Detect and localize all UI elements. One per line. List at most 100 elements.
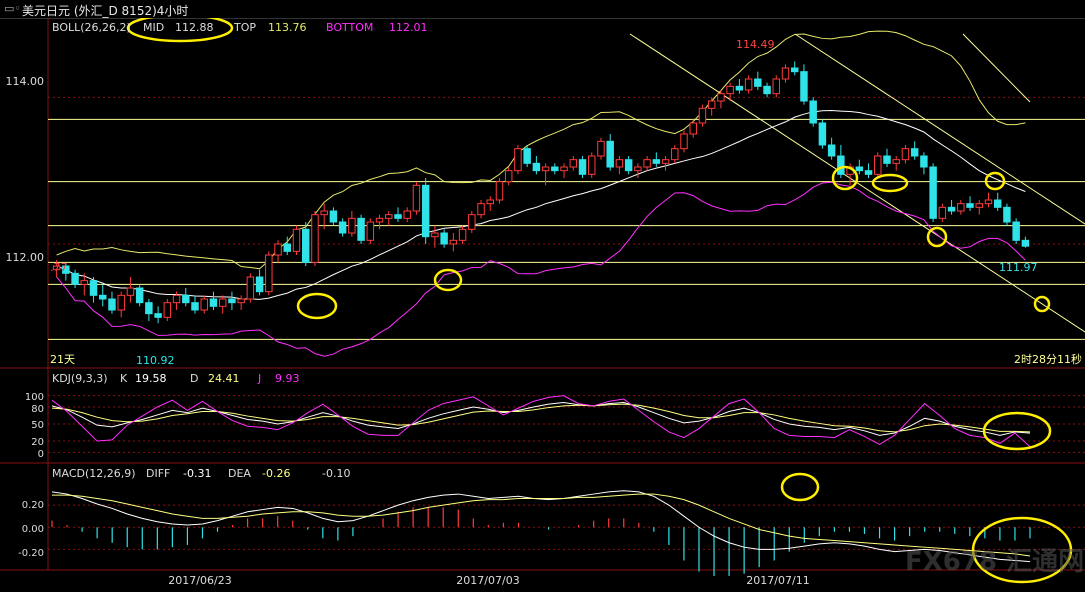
- candle-body: [412, 184, 421, 212]
- annotation-circle-9: [780, 472, 820, 502]
- xtick-date-0: 2017/06/23: [168, 574, 231, 587]
- candle-body: [938, 206, 947, 219]
- candle-body: [126, 287, 135, 296]
- candle-body: [864, 170, 873, 175]
- candle-body: [883, 155, 891, 164]
- candle-body: [89, 280, 98, 296]
- candle-body: [421, 184, 430, 238]
- candle-body: [763, 85, 771, 95]
- candle-body: [800, 71, 808, 102]
- candle-body: [385, 214, 393, 219]
- candle-body: [145, 302, 153, 315]
- candle-body: [874, 155, 882, 175]
- candle-body: [99, 294, 107, 300]
- ytick-kdj-4: 0: [38, 449, 44, 460]
- ytick-kdj-3: 20: [31, 437, 44, 448]
- candle-body: [495, 181, 504, 201]
- annotation-circles: [126, 18, 1073, 584]
- candle-body: [735, 85, 744, 91]
- candle-body: [523, 148, 531, 164]
- candle-body: [920, 155, 928, 168]
- candle-body: [615, 159, 624, 168]
- candle-body: [754, 78, 762, 87]
- candle-body: [606, 140, 614, 168]
- kdj-line-k: [51, 401, 1031, 436]
- kdj-lines: [51, 395, 1031, 448]
- candle-body: [431, 232, 439, 238]
- grid-lines: [48, 96, 1085, 550]
- candle-body: [975, 203, 983, 208]
- candle-body: [154, 313, 162, 318]
- annotation-circle-5: [926, 226, 948, 248]
- candle-body: [265, 254, 273, 293]
- candle-body: [182, 294, 190, 304]
- boll-lower-band: [56, 181, 1026, 357]
- candle-body: [569, 159, 578, 168]
- candle-body: [375, 217, 384, 223]
- annotation-circle-1: [296, 292, 338, 320]
- candle-body: [486, 199, 494, 205]
- candle-body: [172, 294, 181, 304]
- chart-area[interactable]: FX678 汇通网 114.00 112.00 100 80 50 20 0 0…: [0, 18, 1085, 592]
- candle-body: [532, 162, 541, 172]
- window-icon[interactable]: ▭◦: [4, 2, 21, 15]
- macd-legend: MACD(12,26,9) DIFF -0.31 DEA -0.26 -0.10: [52, 467, 350, 480]
- candle-body: [514, 148, 522, 172]
- candle-body: [1012, 221, 1020, 241]
- candle-body: [191, 302, 199, 311]
- candle-body: [468, 214, 476, 230]
- candle-body: [910, 148, 919, 157]
- trend-line-outer: [794, 33, 1085, 225]
- candle-body: [255, 276, 264, 293]
- ytick-kdj-0: 100: [25, 392, 44, 403]
- candle-body: [458, 228, 467, 241]
- annotation-circle-10: [971, 516, 1073, 584]
- window-titlebar: ▭◦ 美元日元 (外汇_D 8152)4小时: [0, 0, 1085, 19]
- candle-body: [449, 239, 458, 245]
- candle-body: [52, 265, 61, 271]
- period-label: 21天: [50, 353, 75, 366]
- macd-dea-line: [52, 493, 1031, 557]
- candle-body: [993, 199, 1002, 208]
- candle-body: [560, 166, 568, 172]
- xtick-date-1: 2017/07/03: [456, 574, 519, 587]
- boll-legend: BOLL(26,26,2) MID 112.88 TOP 113.76 BOTT…: [52, 21, 428, 34]
- ytick-main-0: 114.00: [6, 75, 45, 88]
- ytick-main-1: 112.00: [6, 251, 45, 264]
- watermark: FX678 汇通网: [905, 547, 1084, 577]
- candle-body: [818, 122, 827, 146]
- bollinger-bands: [56, 30, 1026, 357]
- candle-body: [135, 287, 144, 304]
- candle-body: [218, 298, 227, 307]
- annotation-circle-2: [433, 268, 463, 292]
- candle-body: [163, 302, 172, 318]
- candle-body: [624, 159, 633, 172]
- candle-body: [80, 280, 89, 285]
- candle-body: [403, 210, 411, 219]
- candle-body: [929, 166, 937, 219]
- candle-body: [772, 78, 781, 95]
- annotation-circle-8: [982, 411, 1052, 451]
- candle-body: [717, 93, 725, 102]
- candle-body: [790, 67, 799, 73]
- candle-body: [200, 298, 208, 311]
- candle-body: [643, 159, 651, 168]
- candle-body: [652, 159, 661, 164]
- candle-body: [504, 170, 513, 183]
- ytick-macd-1: 0.00: [22, 524, 44, 535]
- candle-body: [707, 100, 716, 109]
- kdj-legend: KDJ(9,3,3) K 19.58 D 24.41 J 9.93: [52, 372, 300, 385]
- annotation-circle-0: [126, 18, 234, 43]
- candle-body: [1003, 206, 1011, 223]
- ytick-macd-0: 0.20: [22, 500, 44, 511]
- candle-body: [366, 221, 375, 241]
- candle-body: [357, 217, 365, 241]
- boll-upper-band: [56, 30, 1026, 270]
- xtick-date-2: 2017/07/11: [746, 574, 809, 587]
- macd-diff-line: [51, 490, 1031, 563]
- candle-body: [71, 272, 79, 285]
- high-price-label: 114.49: [736, 38, 775, 51]
- candle-body: [855, 166, 864, 172]
- candle-body: [228, 298, 236, 304]
- candle-body: [283, 243, 292, 252]
